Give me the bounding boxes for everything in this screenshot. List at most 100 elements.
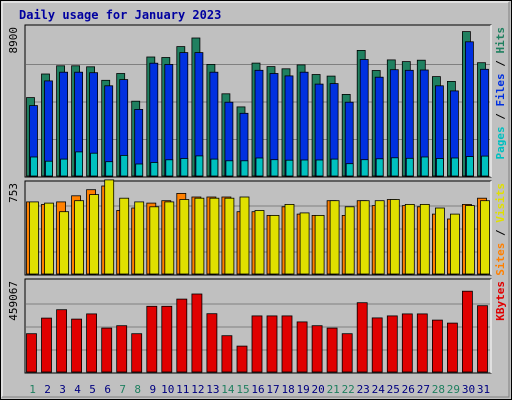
bar-visits-visits-27 [419,203,430,275]
legend-entry-0-3: / [494,54,507,74]
bar-kbytes-kbytes-23 [356,302,368,373]
day-label-1: 1 [29,383,36,396]
day-label-6: 6 [104,383,111,396]
panel-hits-legend: Pages / Files / Hits [494,27,507,160]
bar-hits-pages-12 [195,155,204,177]
day-label-27: 27 [417,383,430,396]
bar-kbytes-kbytes-20 [311,325,323,373]
bar-hits-pages-3 [60,158,68,177]
day-label-21: 21 [327,383,340,396]
bar-hits-pages-31 [481,155,489,177]
legend-entry-1-1: / [494,223,507,243]
panel-kbytes-legend: KBytes [494,281,507,321]
day-label-9: 9 [149,383,156,396]
bar-visits-visits-17 [269,214,280,275]
bar-kbytes-kbytes-21 [326,327,338,373]
bar-kbytes-kbytes-18 [281,315,293,373]
day-label-14: 14 [221,383,235,396]
bar-hits-pages-22 [345,163,354,177]
bar-kbytes-kbytes-10 [161,305,173,373]
legend-entry-0-0: Pages [494,126,507,159]
bar-kbytes-kbytes-17 [266,315,278,373]
chart-panels: 8900 Pages / Files / Hits 753 Sites / Visit… [7,24,507,374]
day-labels: 1 2 3 4 5 6 7 8 9 10 11 12 13 14 15 16 17 18 19 20 21 22 23 24 2… [29,383,490,396]
day-label-18: 18 [281,383,294,396]
day-label-16: 16 [251,383,264,396]
bar-visits-visits-4 [74,200,84,275]
legend-entry-0-4: Hits [494,27,507,54]
bar-visits-visits-18 [284,203,295,275]
legend-entry-1-0: Sites [494,243,507,276]
bar-visits-visits-28 [434,207,445,275]
bar-hits-pages-23 [360,159,369,177]
bar-hits-pages-30 [465,156,474,177]
bar-kbytes-kbytes-3 [56,309,67,373]
day-label-25: 25 [387,383,400,396]
bar-visits-visits-16 [254,210,265,275]
bar-kbytes-kbytes-28 [431,319,443,373]
bar-visits-visits-19 [299,212,310,275]
bar-visits-visits-11 [179,199,190,275]
bar-hits-pages-16 [255,157,264,177]
bar-hits-files-30 [464,41,474,177]
panel-visits-ymax-label: 753 [7,183,20,203]
bar-visits-visits-5 [89,194,99,275]
bar-kbytes-kbytes-16 [251,315,263,373]
day-label-10: 10 [161,383,174,396]
bar-kbytes-kbytes-25 [386,315,398,373]
bar-kbytes-kbytes-26 [401,313,413,373]
bar-visits-visits-10 [164,201,175,275]
bar-hits-pages-8 [135,163,144,177]
legend-entry-0-1: / [494,107,507,127]
bar-hits-pages-19 [300,159,309,177]
day-label-5: 5 [89,383,96,396]
bar-hits-pages-11 [180,158,189,177]
bar-hits-pages-29 [450,157,459,177]
day-label-26: 26 [402,383,415,396]
bar-hits-files-23 [359,59,369,177]
panel-visits-legend: Sites / Visits [494,183,507,276]
panel-hits-ymax-label: 8900 [7,27,20,54]
day-label-22: 22 [342,383,355,396]
bar-hits-pages-1 [30,156,38,177]
bar-visits-visits-15 [239,196,250,275]
bar-hits-pages-27 [420,156,429,177]
panel-hits: 8900 Pages / Files / Hits [7,24,507,178]
day-label-17: 17 [266,383,279,396]
day-label-15: 15 [236,383,249,396]
bar-hits-files-9 [149,62,159,177]
day-label-30: 30 [462,383,475,396]
day-label-28: 28 [432,383,445,396]
bar-kbytes-kbytes-8 [131,333,143,373]
bar-visits-visits-25 [389,199,400,275]
bar-hits-pages-14 [225,160,234,177]
panel-kbytes: 459067 KBytes [7,278,507,374]
day-label-31: 31 [477,383,490,396]
bar-visits-visits-8 [134,201,145,275]
bar-visits-visits-21 [329,200,340,275]
bar-hits-files-10 [164,64,174,177]
day-label-13: 13 [206,383,219,396]
legend-entry-1-2: Visits [494,183,507,223]
bar-visits-visits-20 [314,214,325,275]
bar-hits-pages-5 [90,152,98,177]
bar-visits-visits-23 [359,200,370,275]
bar-hits-pages-25 [390,157,399,177]
bar-visits-visits-22 [344,206,355,275]
bar-hits-files-11 [179,52,189,177]
day-label-8: 8 [134,383,141,396]
panel-kbytes-ymax-label: 459067 [7,281,20,321]
bar-visits-visits-14 [224,197,235,275]
bar-kbytes-kbytes-31 [477,305,488,373]
day-label-24: 24 [372,383,386,396]
bar-kbytes-kbytes-4 [71,318,82,373]
bar-visits-visits-29 [449,213,460,275]
bar-kbytes-kbytes-5 [86,313,97,373]
day-label-20: 20 [311,383,324,396]
bar-hits-pages-17 [270,159,279,177]
bar-kbytes-kbytes-13 [206,313,218,373]
bar-hits-pages-18 [285,159,294,177]
